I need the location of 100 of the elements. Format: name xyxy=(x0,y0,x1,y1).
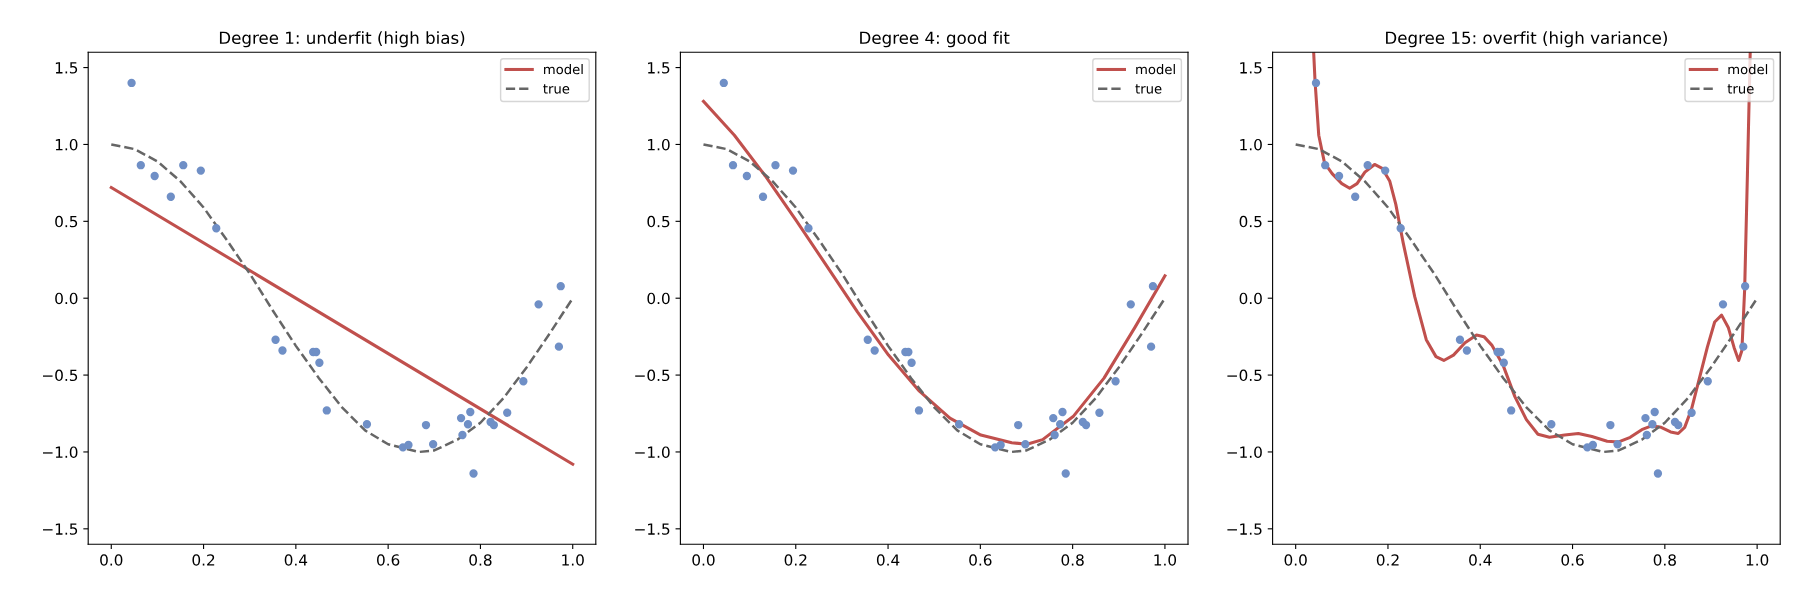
x-tick-label: 0.2 xyxy=(192,554,215,566)
point xyxy=(728,161,738,170)
point xyxy=(463,420,473,429)
x-tick-label: 0.6 xyxy=(377,554,400,566)
point xyxy=(421,420,431,430)
x-tick-label: 0.4 xyxy=(1469,554,1492,566)
y-tick-label: −0.5 xyxy=(1227,369,1262,382)
point xyxy=(1718,300,1728,309)
point xyxy=(456,413,466,423)
point xyxy=(1311,78,1321,88)
point xyxy=(1021,440,1030,449)
x-tick-label: 0.8 xyxy=(1061,554,1084,566)
x-tick-label: 1.0 xyxy=(1154,554,1177,566)
point xyxy=(1321,161,1330,170)
y-tick-label: 0.5 xyxy=(647,215,670,228)
y-tick-label: 1.0 xyxy=(648,138,670,151)
point xyxy=(1650,407,1659,417)
point xyxy=(166,192,175,201)
x-tick-label: 0.2 xyxy=(1376,554,1399,566)
point xyxy=(1653,469,1663,478)
point xyxy=(1648,420,1657,429)
point xyxy=(1351,192,1360,201)
x-tick-label: 0.0 xyxy=(100,554,123,566)
point xyxy=(519,377,528,386)
x-tick-label: 0.0 xyxy=(1284,554,1307,566)
point xyxy=(804,224,813,233)
x-tick-label: 0.6 xyxy=(1561,554,1584,566)
chart-title: Degree 15: overfit (high variance) xyxy=(1386,31,1667,48)
point xyxy=(758,192,768,201)
point xyxy=(271,335,280,344)
x-tick-label: 0.2 xyxy=(784,554,807,566)
point xyxy=(1049,413,1058,423)
point xyxy=(1674,420,1683,430)
point xyxy=(1740,282,1750,291)
y-tick-label: −1.0 xyxy=(43,446,78,458)
point xyxy=(914,406,924,415)
point xyxy=(1061,469,1070,478)
point xyxy=(1606,420,1615,430)
point xyxy=(212,224,221,233)
point xyxy=(428,440,438,449)
y-tick-label: 1.0 xyxy=(1240,138,1262,151)
point xyxy=(1381,166,1390,175)
x-tick-label: 0.8 xyxy=(469,554,492,566)
legend-label: true xyxy=(543,84,570,94)
y-tick-label: 1.0 xyxy=(55,138,78,151)
point xyxy=(1642,430,1651,440)
point xyxy=(1507,406,1516,415)
legend-label: model xyxy=(1136,64,1175,75)
y-tick-label: −1.5 xyxy=(43,523,78,535)
line-series xyxy=(1294,143,1759,454)
point xyxy=(1641,413,1650,423)
point xyxy=(503,408,512,417)
point xyxy=(554,342,564,351)
y-tick-label: −0.5 xyxy=(43,369,78,382)
x-tick-label: 0.8 xyxy=(1653,554,1676,566)
point xyxy=(1081,420,1091,430)
point xyxy=(1547,420,1556,429)
legend-label: model xyxy=(544,64,583,75)
point xyxy=(1126,300,1135,309)
x-tick-label: 0.4 xyxy=(284,554,308,566)
point xyxy=(719,78,728,88)
point xyxy=(742,171,752,181)
point xyxy=(315,358,324,367)
y-tick-label: 0.5 xyxy=(55,215,78,228)
point xyxy=(127,78,136,88)
point xyxy=(1703,377,1712,386)
point xyxy=(1014,420,1023,430)
legend-label: model xyxy=(1728,64,1768,75)
point xyxy=(954,420,964,429)
y-tick-label: 0.0 xyxy=(55,292,78,305)
point xyxy=(362,420,372,429)
y-tick-label: −1.0 xyxy=(1227,446,1262,458)
y-tick-label: 0.0 xyxy=(1239,292,1262,305)
y-tick-label: −1.5 xyxy=(1227,523,1262,535)
point xyxy=(1334,171,1344,181)
point xyxy=(1111,377,1120,386)
point xyxy=(1363,161,1372,170)
point xyxy=(556,282,565,291)
x-tick-label: 0.4 xyxy=(876,554,900,566)
point xyxy=(1613,440,1622,449)
point xyxy=(469,469,478,478)
y-tick-label: 1.5 xyxy=(648,62,670,74)
y-tick-label: 0.5 xyxy=(1239,215,1262,228)
point xyxy=(534,300,543,309)
point xyxy=(1396,224,1405,233)
point xyxy=(1148,282,1158,291)
point xyxy=(404,440,413,450)
legend-label: true xyxy=(1727,84,1754,94)
point xyxy=(196,166,205,175)
y-tick-label: 0.0 xyxy=(647,292,670,305)
point xyxy=(1455,335,1465,344)
y-tick-label: 1.5 xyxy=(55,62,78,74)
chart-title: Degree 1: underfit (high bias) xyxy=(219,31,465,48)
point xyxy=(1739,342,1748,351)
point xyxy=(1588,440,1598,450)
x-tick-label: 0.0 xyxy=(692,554,715,566)
legend-label: true xyxy=(1135,84,1162,94)
point xyxy=(1146,342,1156,351)
point xyxy=(996,440,1005,450)
x-tick-label: 1.0 xyxy=(562,554,584,566)
